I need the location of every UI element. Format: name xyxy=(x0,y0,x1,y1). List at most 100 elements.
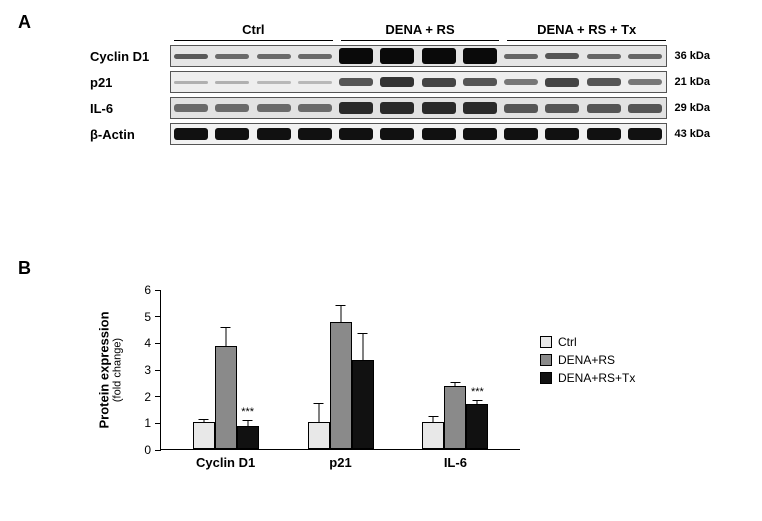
lane-strip xyxy=(170,97,667,119)
lane xyxy=(501,98,542,118)
y-tick xyxy=(155,343,161,344)
lane xyxy=(294,98,335,118)
legend-label: DENA+RS+Tx xyxy=(558,371,635,385)
band xyxy=(545,104,579,113)
y-tick-label: 4 xyxy=(144,336,151,350)
protein-label: p21 xyxy=(90,75,170,90)
panel-a-label: A xyxy=(18,12,31,33)
legend-item: DENA+RS xyxy=(540,353,635,367)
lane xyxy=(501,124,542,144)
lane xyxy=(583,72,624,92)
lane xyxy=(253,72,294,92)
band xyxy=(628,128,662,140)
lane xyxy=(377,124,418,144)
y-tick-label: 3 xyxy=(144,363,151,377)
y-tick-label: 2 xyxy=(144,390,151,404)
legend-swatch xyxy=(540,372,552,384)
error-bar xyxy=(318,403,319,423)
band xyxy=(339,102,373,114)
band xyxy=(463,48,497,64)
lane xyxy=(336,46,377,66)
band xyxy=(298,128,332,140)
lane xyxy=(171,98,212,118)
legend-label: Ctrl xyxy=(558,335,577,349)
band xyxy=(257,54,291,59)
blot-row: Cyclin D1 36 kDa xyxy=(90,45,710,67)
band xyxy=(422,102,456,114)
group-label: DENA + RS xyxy=(337,22,504,37)
legend-swatch xyxy=(540,354,552,366)
group-underline xyxy=(341,40,500,41)
error-bar xyxy=(433,416,434,423)
bar xyxy=(308,422,330,449)
band xyxy=(463,128,497,140)
band xyxy=(257,81,291,84)
lane xyxy=(336,98,377,118)
blot-row: p21 21 kDa xyxy=(90,71,710,93)
y-axis-label: Protein expression (fold change) xyxy=(97,290,124,450)
lane xyxy=(171,72,212,92)
blot-row: IL-629 kDa xyxy=(90,97,710,119)
band xyxy=(504,104,538,113)
lane xyxy=(542,98,583,118)
lane xyxy=(212,72,253,92)
lane xyxy=(624,98,665,118)
band xyxy=(174,81,208,84)
bar xyxy=(330,322,352,449)
protein-label: Cyclin D1 xyxy=(90,49,170,64)
lane-strip xyxy=(170,123,667,145)
band xyxy=(380,128,414,140)
band xyxy=(587,104,621,113)
lane xyxy=(212,124,253,144)
bar-group: *** xyxy=(193,346,259,449)
y-tick xyxy=(155,370,161,371)
y-tick xyxy=(155,316,161,317)
band xyxy=(545,53,579,59)
lane xyxy=(212,46,253,66)
bar xyxy=(422,422,444,449)
y-tick-label: 1 xyxy=(144,416,151,430)
bar-group xyxy=(308,322,374,449)
lane xyxy=(583,124,624,144)
panel-b-label: B xyxy=(18,258,31,279)
band xyxy=(174,128,208,140)
band xyxy=(504,54,538,59)
band xyxy=(504,79,538,85)
band xyxy=(545,128,579,140)
lane xyxy=(294,124,335,144)
band xyxy=(257,104,291,112)
band xyxy=(628,104,662,113)
molecular-weight: 36 kDa xyxy=(675,50,710,62)
legend-item: DENA+RS+Tx xyxy=(540,371,635,385)
significance-marker: *** xyxy=(471,386,484,398)
band xyxy=(298,104,332,112)
y-tick xyxy=(155,423,161,424)
band xyxy=(215,81,249,84)
significance-marker: *** xyxy=(241,406,254,418)
x-tick-label: Cyclin D1 xyxy=(196,455,255,470)
molecular-weight: 43 kDa xyxy=(675,128,710,140)
band xyxy=(339,78,373,86)
bar xyxy=(215,346,237,449)
band xyxy=(298,81,332,84)
error-bar xyxy=(362,333,363,361)
molecular-weight: 21 kDa xyxy=(675,76,710,88)
legend-item: Ctrl xyxy=(540,335,635,349)
lane xyxy=(418,98,459,118)
band xyxy=(504,128,538,140)
band xyxy=(339,128,373,140)
band xyxy=(215,104,249,112)
bar xyxy=(193,422,215,449)
band xyxy=(422,48,456,64)
band xyxy=(422,128,456,140)
lane xyxy=(418,124,459,144)
lane xyxy=(418,46,459,66)
lane xyxy=(624,124,665,144)
band xyxy=(587,128,621,140)
lane xyxy=(253,124,294,144)
band xyxy=(380,77,414,87)
error-bar xyxy=(455,382,456,387)
band xyxy=(545,78,579,87)
bar: *** xyxy=(466,404,488,449)
lane xyxy=(336,124,377,144)
